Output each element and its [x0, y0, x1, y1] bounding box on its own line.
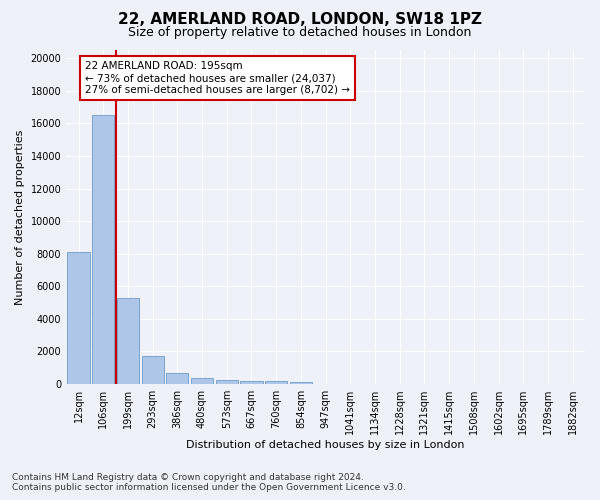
- Text: Contains HM Land Registry data © Crown copyright and database right 2024.
Contai: Contains HM Land Registry data © Crown c…: [12, 473, 406, 492]
- Bar: [191, 378, 213, 384]
- Bar: [265, 382, 287, 384]
- X-axis label: Distribution of detached houses by size in London: Distribution of detached houses by size …: [187, 440, 465, 450]
- Text: 22, AMERLAND ROAD, LONDON, SW18 1PZ: 22, AMERLAND ROAD, LONDON, SW18 1PZ: [118, 12, 482, 26]
- Bar: [290, 382, 312, 384]
- Text: 22 AMERLAND ROAD: 195sqm
← 73% of detached houses are smaller (24,037)
27% of se: 22 AMERLAND ROAD: 195sqm ← 73% of detach…: [85, 62, 350, 94]
- Y-axis label: Number of detached properties: Number of detached properties: [15, 130, 25, 304]
- Text: Size of property relative to detached houses in London: Size of property relative to detached ho…: [128, 26, 472, 39]
- Bar: [92, 115, 115, 384]
- Bar: [67, 252, 89, 384]
- Bar: [241, 380, 263, 384]
- Bar: [215, 380, 238, 384]
- Bar: [142, 356, 164, 384]
- Bar: [166, 372, 188, 384]
- Bar: [117, 298, 139, 384]
